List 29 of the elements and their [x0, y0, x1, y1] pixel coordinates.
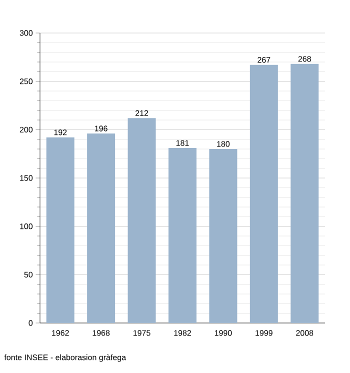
bar — [250, 64, 278, 323]
data-label: 192 — [54, 130, 67, 136]
data-label: 196 — [95, 126, 108, 132]
x-tick-label: 1968 — [92, 330, 110, 336]
x-tick-label: 1962 — [52, 330, 69, 336]
y-tick-label: 0 — [28, 320, 33, 326]
bar — [46, 137, 74, 323]
data-label: 212 — [136, 110, 148, 116]
bar — [128, 118, 156, 323]
y-tick-label: 200 — [20, 126, 33, 132]
x-tick-label: 1975 — [133, 330, 150, 336]
x-tick-label: 1982 — [174, 330, 191, 336]
data-label: 267 — [258, 57, 270, 63]
data-label: 180 — [217, 141, 230, 147]
y-tick-label: 100 — [20, 224, 33, 230]
y-tick-label: 250 — [20, 78, 33, 84]
x-tick-label: 1999 — [256, 330, 272, 336]
x-tick-label: 2008 — [296, 330, 314, 336]
data-label: 268 — [298, 56, 311, 62]
y-tick-label: 50 — [24, 272, 33, 278]
bar — [290, 64, 319, 323]
source-note: fonte INSEE - elaborasion gràfega — [4, 354, 126, 362]
y-tick-label: 300 — [20, 30, 33, 36]
data-label: 181 — [176, 140, 189, 146]
x-tick-label: 1990 — [214, 330, 232, 336]
y-tick-label: 150 — [20, 175, 33, 181]
bar — [168, 148, 196, 323]
bar — [209, 149, 238, 323]
bar — [87, 134, 116, 323]
